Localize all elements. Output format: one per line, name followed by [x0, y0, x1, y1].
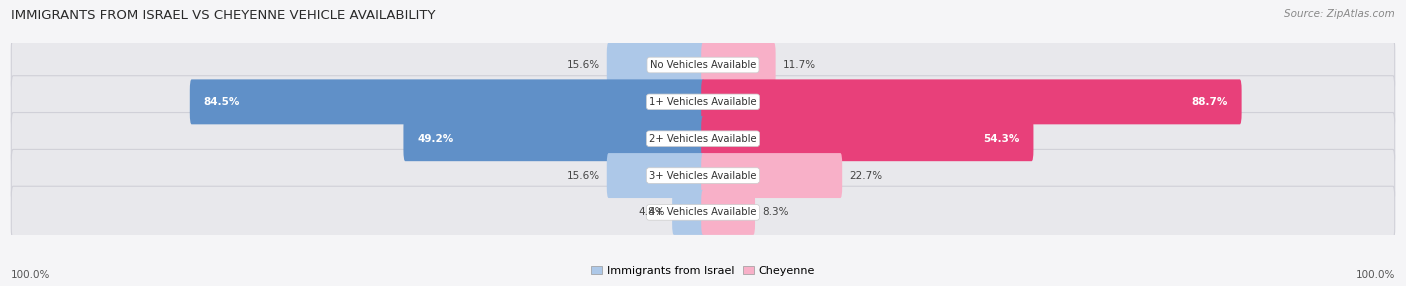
Text: 4.8%: 4.8%	[638, 207, 665, 217]
FancyBboxPatch shape	[11, 149, 1395, 202]
FancyBboxPatch shape	[702, 80, 1241, 124]
FancyBboxPatch shape	[672, 190, 704, 235]
Text: 84.5%: 84.5%	[204, 97, 240, 107]
Text: 2+ Vehicles Available: 2+ Vehicles Available	[650, 134, 756, 144]
FancyBboxPatch shape	[404, 116, 704, 161]
FancyBboxPatch shape	[607, 43, 704, 88]
FancyBboxPatch shape	[11, 76, 1395, 128]
Text: 15.6%: 15.6%	[567, 170, 599, 180]
Text: 8.3%: 8.3%	[762, 207, 789, 217]
Text: Source: ZipAtlas.com: Source: ZipAtlas.com	[1284, 9, 1395, 19]
Text: 100.0%: 100.0%	[1355, 270, 1395, 280]
FancyBboxPatch shape	[702, 116, 1033, 161]
Text: 1+ Vehicles Available: 1+ Vehicles Available	[650, 97, 756, 107]
FancyBboxPatch shape	[702, 190, 755, 235]
Legend: Immigrants from Israel, Cheyenne: Immigrants from Israel, Cheyenne	[586, 261, 820, 281]
Text: 22.7%: 22.7%	[849, 170, 883, 180]
FancyBboxPatch shape	[11, 113, 1395, 165]
FancyBboxPatch shape	[190, 80, 704, 124]
FancyBboxPatch shape	[11, 186, 1395, 239]
FancyBboxPatch shape	[607, 153, 704, 198]
Text: 49.2%: 49.2%	[418, 134, 454, 144]
Text: IMMIGRANTS FROM ISRAEL VS CHEYENNE VEHICLE AVAILABILITY: IMMIGRANTS FROM ISRAEL VS CHEYENNE VEHIC…	[11, 9, 436, 21]
Text: 15.6%: 15.6%	[567, 60, 599, 70]
FancyBboxPatch shape	[702, 43, 776, 88]
Text: 88.7%: 88.7%	[1191, 97, 1227, 107]
FancyBboxPatch shape	[11, 39, 1395, 91]
Text: 4+ Vehicles Available: 4+ Vehicles Available	[650, 207, 756, 217]
Text: 100.0%: 100.0%	[11, 270, 51, 280]
Text: No Vehicles Available: No Vehicles Available	[650, 60, 756, 70]
Text: 11.7%: 11.7%	[783, 60, 815, 70]
Text: 3+ Vehicles Available: 3+ Vehicles Available	[650, 170, 756, 180]
Text: 54.3%: 54.3%	[983, 134, 1019, 144]
FancyBboxPatch shape	[702, 153, 842, 198]
